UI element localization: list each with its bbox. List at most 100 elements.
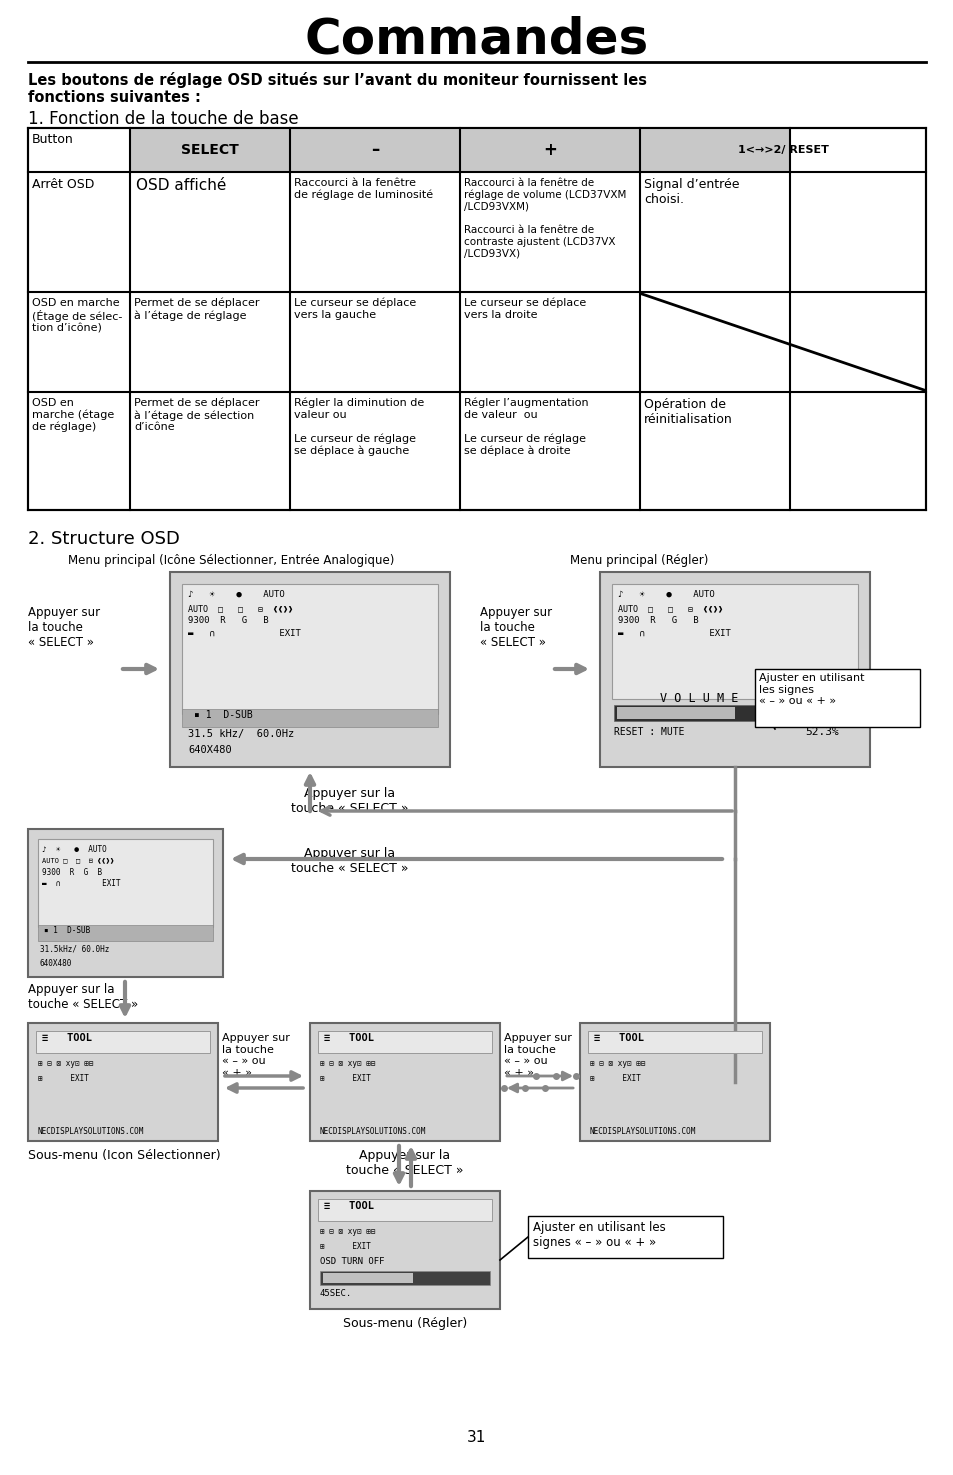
Text: ▬  ∩         EXIT: ▬ ∩ EXIT (42, 879, 120, 888)
Text: ⊞      EXIT: ⊞ EXIT (38, 1074, 89, 1083)
Bar (639, 128, 789, 173)
Bar (182, 709, 437, 727)
Text: 31: 31 (467, 1429, 486, 1445)
Text: Permet de se déplacer
à l’étage de réglage: Permet de se déplacer à l’étage de régla… (133, 298, 259, 320)
Text: Sous-menu (Icon Sélectionner): Sous-menu (Icon Sélectionner) (28, 1149, 220, 1162)
Text: 640X480: 640X480 (188, 745, 232, 755)
Text: Régler la diminution de
valeur ou

Le curseur de réglage
se déplace à gauche: Régler la diminution de valeur ou Le cur… (294, 398, 424, 456)
Text: ▬   ∩            EXIT: ▬ ∩ EXIT (618, 628, 730, 639)
Text: ≡   TOOL: ≡ TOOL (594, 1032, 643, 1043)
Bar (28, 128, 925, 510)
Bar (527, 1215, 722, 1258)
Bar (459, 128, 639, 173)
Text: ⊞      EXIT: ⊞ EXIT (319, 1242, 371, 1251)
Text: 31.5 kHz/  60.0Hz: 31.5 kHz/ 60.0Hz (188, 729, 294, 739)
Text: ▪ 1  D-SUB: ▪ 1 D-SUB (193, 709, 253, 720)
Text: 1<→>2/ RESET: 1<→>2/ RESET (737, 145, 827, 155)
Text: Signal d’entrée
choisi.: Signal d’entrée choisi. (643, 178, 739, 207)
Text: SELECT: SELECT (181, 143, 238, 156)
Text: Ajuster en utilisant les
signes « – » ou « + »: Ajuster en utilisant les signes « – » ou… (533, 1221, 665, 1249)
Text: Button: Button (32, 133, 73, 146)
Text: ⊞ ⊟ ⊠ xy⊡ ⊞⊟: ⊞ ⊟ ⊠ xy⊡ ⊞⊟ (319, 1227, 375, 1236)
Bar (38, 839, 213, 926)
Text: fonctions suivantes :: fonctions suivantes : (28, 90, 201, 105)
Text: ≡   TOOL: ≡ TOOL (324, 1201, 374, 1211)
Text: 31.5kHz/ 60.0Hz: 31.5kHz/ 60.0Hz (40, 944, 110, 953)
Text: RESET : MUTE: RESET : MUTE (614, 727, 684, 738)
Text: ♪  ☀   ●  AUTO: ♪ ☀ ● AUTO (42, 845, 107, 854)
Bar (323, 1273, 413, 1283)
Text: ⊞ ⊟ ⊠ xy⊡ ⊞⊟: ⊞ ⊟ ⊠ xy⊡ ⊞⊟ (589, 1059, 645, 1068)
Text: AUTO □  □  ⊟ ❰❰❱❱: AUTO □ □ ⊟ ❰❰❱❱ (42, 857, 114, 863)
Bar (36, 1031, 210, 1053)
Bar (170, 572, 450, 767)
Text: Appuyer sur
la touche
« – » ou
« + »: Appuyer sur la touche « – » ou « + » (222, 1032, 290, 1078)
Bar (579, 1024, 769, 1142)
Text: 52.3%: 52.3% (804, 727, 838, 738)
Bar (182, 584, 437, 714)
Text: AUTO  □   □   ⊟  ❰❰❱❱: AUTO □ □ ⊟ ❰❰❱❱ (188, 603, 293, 614)
Bar (28, 829, 223, 976)
Text: OSD affiché: OSD affiché (136, 178, 226, 193)
Text: Appuyer sur
la touche
« – » ou
« + »: Appuyer sur la touche « – » ou « + » (503, 1032, 571, 1078)
Bar (310, 1190, 499, 1308)
Text: ♪   ☀    ●    AUTO: ♪ ☀ ● AUTO (618, 590, 714, 599)
Text: ⊞ ⊟ ⊠ xy⊡ ⊞⊟: ⊞ ⊟ ⊠ xy⊡ ⊞⊟ (38, 1059, 93, 1068)
Text: Appuyer sur la
touche « SELECT »: Appuyer sur la touche « SELECT » (28, 982, 138, 1010)
Text: Le curseur se déplace
vers la gauche: Le curseur se déplace vers la gauche (294, 298, 416, 320)
Bar (290, 128, 459, 173)
Text: Sous-menu (Régler): Sous-menu (Régler) (342, 1317, 467, 1330)
Text: ▪ 1  D-SUB: ▪ 1 D-SUB (44, 926, 91, 935)
Text: Appuyer sur la
touche « SELECT »: Appuyer sur la touche « SELECT » (291, 788, 408, 816)
Text: +: + (542, 142, 557, 159)
Bar (317, 1199, 492, 1221)
Text: OSD en
marche (étage
de réglage): OSD en marche (étage de réglage) (32, 398, 114, 432)
Text: Permet de se déplacer
à l’étage de sélection
d’icône: Permet de se déplacer à l’étage de sélec… (133, 398, 259, 432)
Text: Raccourci à la fenêtre de
réglage de volume (LCD37VXM
/LCD93VXM)

Raccourci à la: Raccourci à la fenêtre de réglage de vol… (463, 178, 626, 258)
Text: NECDISPLAYSOLUTIONS.COM: NECDISPLAYSOLUTIONS.COM (589, 1127, 696, 1136)
Text: NECDISPLAYSOLUTIONS.COM: NECDISPLAYSOLUTIONS.COM (38, 1127, 144, 1136)
Bar (612, 584, 857, 699)
Text: OSD TURN OFF: OSD TURN OFF (319, 1257, 384, 1266)
Text: NECDISPLAYSOLUTIONS.COM: NECDISPLAYSOLUTIONS.COM (319, 1127, 426, 1136)
Text: Menu principal (Icône Sélectionner, Entrée Analogique): Menu principal (Icône Sélectionner, Entr… (68, 555, 394, 566)
Text: 9300  R   G   B: 9300 R G B (618, 617, 698, 625)
Bar (617, 707, 734, 718)
Text: Ajuster en utilisant
les signes
« – » ou « + »: Ajuster en utilisant les signes « – » ou… (759, 673, 863, 707)
Text: Commandes: Commandes (305, 15, 648, 63)
Text: Arrêt OSD: Arrêt OSD (32, 178, 94, 190)
Text: Raccourci à la fenêtre
de réglage de luminosité: Raccourci à la fenêtre de réglage de lum… (294, 178, 433, 201)
Text: 9300  R   G   B: 9300 R G B (188, 617, 269, 625)
Text: ⊞      EXIT: ⊞ EXIT (319, 1074, 371, 1083)
Text: Appuyer sur la
touche « SELECT »: Appuyer sur la touche « SELECT » (346, 1149, 463, 1177)
Bar (38, 925, 213, 941)
Text: 9300  R  G  B: 9300 R G B (42, 867, 102, 878)
Text: ▬   ∩            EXIT: ▬ ∩ EXIT (188, 628, 300, 639)
Text: ⊞      EXIT: ⊞ EXIT (589, 1074, 640, 1083)
Bar (754, 670, 919, 727)
Text: 45SEC.: 45SEC. (319, 1289, 352, 1298)
Text: 2. Structure OSD: 2. Structure OSD (28, 530, 180, 549)
Text: Appuyer sur
la touche
« SELECT »: Appuyer sur la touche « SELECT » (28, 606, 100, 649)
Bar (28, 1024, 218, 1142)
Text: OSD en marche
(Étage de sélec-
tion d’icône): OSD en marche (Étage de sélec- tion d’ic… (32, 298, 122, 333)
Text: Régler l’augmentation
de valeur  ou

Le curseur de réglage
se déplace à droite: Régler l’augmentation de valeur ou Le cu… (463, 398, 588, 456)
Bar (587, 1031, 761, 1053)
Text: ≡   TOOL: ≡ TOOL (42, 1032, 91, 1043)
Text: ≡   TOOL: ≡ TOOL (324, 1032, 374, 1043)
Text: ⊞ ⊟ ⊠ xy⊡ ⊞⊟: ⊞ ⊟ ⊠ xy⊡ ⊞⊟ (319, 1059, 375, 1068)
Text: 640X480: 640X480 (40, 959, 72, 968)
Text: ♪   ☀    ●    AUTO: ♪ ☀ ● AUTO (188, 590, 284, 599)
Bar (317, 1031, 492, 1053)
Bar (599, 572, 869, 767)
Bar (614, 705, 855, 721)
Text: Le curseur se déplace
vers la droite: Le curseur se déplace vers la droite (463, 298, 586, 320)
Text: Appuyer sur
la touche
« SELECT »: Appuyer sur la touche « SELECT » (479, 606, 552, 649)
Bar (130, 128, 290, 173)
Text: AUTO  □   □   ⊟  ❰❰❱❱: AUTO □ □ ⊟ ❰❰❱❱ (618, 603, 722, 614)
Text: Les boutons de réglage OSD situés sur l’avant du moniteur fournissent les: Les boutons de réglage OSD situés sur l’… (28, 72, 646, 88)
Text: Opération de
réinitialisation: Opération de réinitialisation (643, 398, 732, 426)
Bar (319, 1271, 490, 1285)
Text: V O L U M E: V O L U M E (659, 692, 738, 705)
Text: –: – (371, 142, 378, 159)
